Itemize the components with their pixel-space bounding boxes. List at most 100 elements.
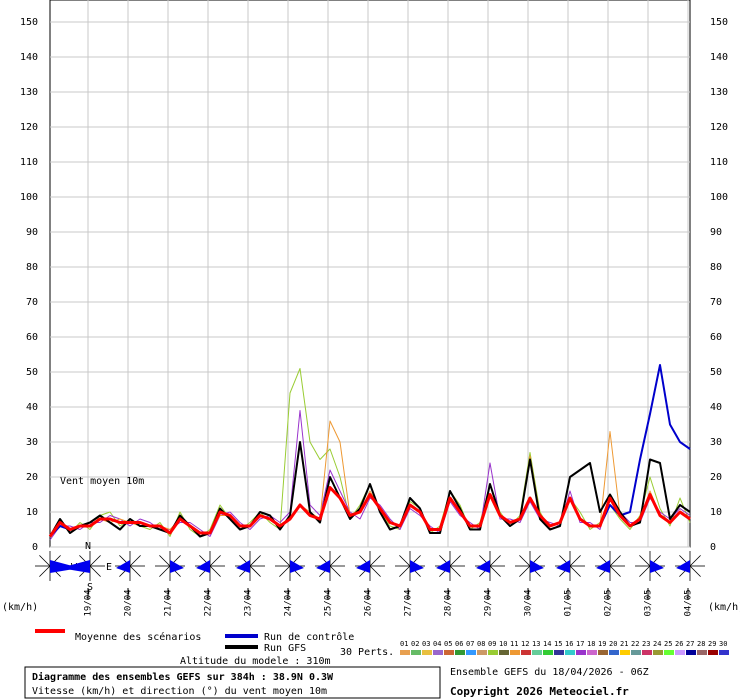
- y-tick-label: 120: [20, 122, 38, 133]
- unit-label: (km/h): [708, 602, 740, 613]
- x-tick-label: 02/05: [604, 589, 614, 616]
- x-tick-label: 28/04: [444, 589, 454, 616]
- annotation: Vent moyen 10m: [60, 476, 144, 487]
- rose-spoke: [279, 555, 291, 567]
- legend-label: 12: [521, 640, 529, 648]
- footer-box: [24, 666, 441, 699]
- legend-swatch: [477, 650, 487, 655]
- rose-spoke: [129, 555, 141, 567]
- y-tick-label: 150: [710, 17, 728, 28]
- rose-petal: [556, 560, 570, 573]
- wind-rose: [475, 551, 505, 581]
- legend-swatch: [400, 650, 410, 655]
- y-tick-label: 40: [710, 402, 722, 413]
- legend-swatch: [653, 650, 663, 655]
- legend-swatch: [543, 650, 553, 655]
- x-tick-label: 19/04: [84, 589, 94, 616]
- x-tick-label: 22/04: [204, 589, 214, 616]
- legend-label: 04: [433, 640, 441, 648]
- rose-spoke: [639, 565, 651, 577]
- y-tick-label: 40: [26, 402, 38, 413]
- wind-rose: [675, 551, 705, 581]
- rose-petal: [50, 560, 80, 573]
- wind-rose: [595, 551, 625, 581]
- legend-swatch: [664, 650, 674, 655]
- legend-label: Run de contrôle: [264, 631, 354, 643]
- legend-label: 27: [686, 640, 694, 648]
- y-tick-label: 110: [710, 157, 728, 168]
- x-tick-label: 20/04: [124, 589, 134, 616]
- legend-label: 05: [444, 640, 452, 648]
- y-tick-label: 120: [710, 122, 728, 133]
- grid: [50, 0, 690, 548]
- y-tick-label: 10: [26, 507, 38, 518]
- x-tick-label: 26/04: [364, 589, 374, 616]
- legend-label: 09: [488, 640, 496, 648]
- legend-swatch: [554, 650, 564, 655]
- rose-spoke: [519, 565, 531, 577]
- rose-spoke: [399, 555, 411, 567]
- legend-swatch: [510, 650, 520, 655]
- rose-spoke: [519, 555, 531, 567]
- legend-swatch: [609, 650, 619, 655]
- legend-swatch: [532, 650, 542, 655]
- x-tick-label: 25/04: [324, 589, 334, 616]
- legend-swatch: [411, 650, 421, 655]
- wind-rose: [60, 551, 105, 581]
- legend-label: 19: [598, 640, 606, 648]
- y-tick-label: 0: [710, 542, 716, 553]
- rose-spoke: [129, 565, 141, 577]
- y-tick-label: 20: [26, 472, 38, 483]
- legend-swatch: [708, 650, 718, 655]
- legend-title: 30 Perts.: [340, 647, 394, 658]
- y-tick-label: 80: [710, 262, 722, 273]
- compass-label: N: [85, 541, 91, 552]
- legend-label: 14: [543, 640, 551, 648]
- x-tick-label: 01/05: [564, 589, 574, 616]
- wind-rose: [155, 551, 185, 581]
- wind-rose: [515, 551, 545, 581]
- rose-spoke: [569, 555, 581, 567]
- rose-spoke: [39, 555, 51, 567]
- rose-petal: [236, 560, 250, 573]
- rose-petal: [650, 560, 664, 573]
- rose-petal: [170, 560, 184, 573]
- legend-label: 08: [477, 640, 485, 648]
- legend-label: 13: [532, 640, 540, 648]
- y-tick-label: 60: [26, 332, 38, 343]
- rose-spoke: [609, 555, 621, 567]
- rose-spoke: [159, 555, 171, 567]
- y-tick-label: 90: [26, 227, 38, 238]
- y-tick-label: 20: [710, 472, 722, 483]
- wind-rose: [555, 551, 585, 581]
- legend-label: 20: [609, 640, 617, 648]
- rose-spoke: [449, 555, 461, 567]
- legend-label: 16: [565, 640, 573, 648]
- x-tick-label: 03/05: [644, 589, 654, 616]
- y-tick-label: 0: [32, 542, 38, 553]
- rose-spoke: [279, 565, 291, 577]
- y-tick-label: 140: [20, 52, 38, 63]
- rose-spoke: [489, 555, 501, 567]
- legend-swatch: [466, 650, 476, 655]
- legend-swatch: [719, 650, 729, 655]
- rose-spoke: [399, 565, 411, 577]
- legend-label: Moyenne des scénarios: [75, 631, 201, 643]
- rose-petal: [290, 560, 304, 573]
- rose-spoke: [639, 555, 651, 567]
- legend-swatch: [598, 650, 608, 655]
- rose-spoke: [369, 565, 381, 577]
- rose-spoke: [689, 555, 701, 567]
- rose-spoke: [369, 555, 381, 567]
- wind-rose: [395, 551, 425, 581]
- x-tick-label: 21/04: [164, 589, 174, 616]
- series-line: [49, 441, 691, 538]
- y-tick-label: 100: [20, 192, 38, 203]
- x-tick-label: 27/04: [404, 589, 414, 616]
- legend-swatch: [422, 650, 432, 655]
- legend-label: 23: [642, 640, 650, 648]
- legend-label: 03: [422, 640, 430, 648]
- rose-petal: [436, 560, 450, 573]
- rose-spoke: [209, 555, 221, 567]
